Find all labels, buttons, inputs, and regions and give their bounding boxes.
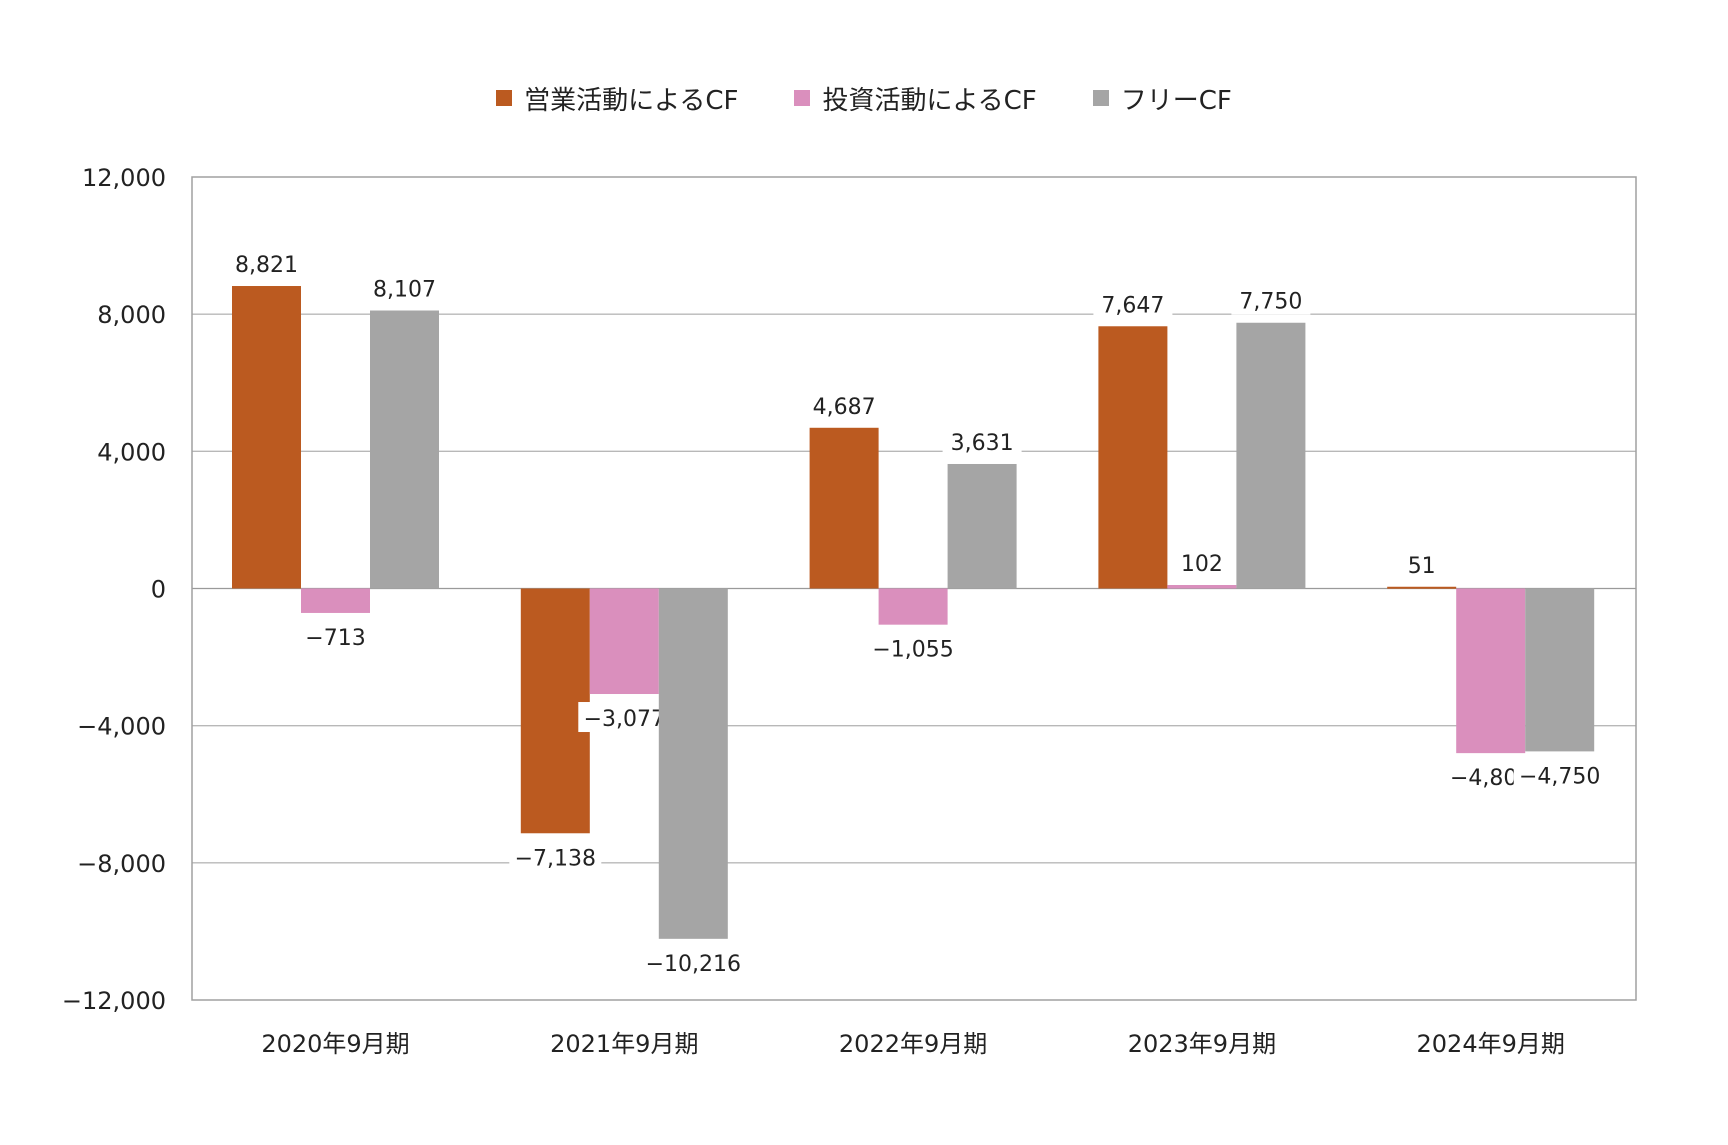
legend-swatch-free-cf bbox=[1092, 90, 1109, 106]
data-label-bg bbox=[640, 946, 746, 977]
data-label-bg bbox=[942, 425, 1022, 456]
data-label: 4,687 bbox=[813, 395, 876, 420]
x-tick-label: 2023年9月期 bbox=[1128, 1030, 1276, 1058]
data-label: −7,138 bbox=[515, 846, 596, 871]
data-label: 3,631 bbox=[951, 431, 1014, 456]
y-tick-label: −12,000 bbox=[62, 987, 166, 1015]
data-label: 102 bbox=[1181, 552, 1223, 577]
data-label-bg bbox=[578, 702, 671, 733]
legend-label-investing-cf: 投資活動によるCF bbox=[822, 85, 1037, 116]
bar bbox=[658, 588, 728, 939]
x-tick-label: 2024年9月期 bbox=[1417, 1030, 1565, 1058]
data-label: 8,107 bbox=[373, 277, 436, 302]
bar bbox=[1167, 585, 1237, 589]
data-label: 7,647 bbox=[1101, 293, 1164, 318]
y-tick-label: 4,000 bbox=[97, 438, 166, 466]
data-label-bg bbox=[227, 248, 306, 279]
data-label: −10,216 bbox=[646, 952, 741, 977]
bar bbox=[1236, 322, 1306, 589]
data-label: −4,750 bbox=[1519, 764, 1600, 789]
x-tick-label: 2021年9月期 bbox=[550, 1030, 698, 1058]
bar bbox=[1098, 326, 1168, 589]
legend-label-operating-cf: 営業活動によるCF bbox=[524, 85, 739, 116]
data-label: 7,750 bbox=[1239, 290, 1302, 315]
y-tick-label: 0 bbox=[151, 576, 166, 604]
data-label-bg bbox=[1175, 547, 1229, 578]
bar bbox=[1456, 588, 1526, 754]
bar bbox=[232, 286, 301, 589]
x-tick-label: 2022年9月期 bbox=[839, 1030, 987, 1058]
data-label-bg bbox=[1231, 284, 1311, 315]
bar bbox=[878, 588, 948, 625]
y-tick-label: −4,000 bbox=[77, 713, 166, 741]
y-tick-label: 8,000 bbox=[97, 301, 166, 329]
data-label: −713 bbox=[305, 626, 365, 651]
bar bbox=[301, 588, 370, 613]
plot-frame bbox=[191, 176, 1637, 1001]
legend-label-free-cf: フリーCF bbox=[1120, 85, 1232, 116]
x-tick-label: 2020年9月期 bbox=[261, 1030, 409, 1058]
data-label-bg bbox=[1513, 759, 1606, 790]
chart-legend: 営業活動によるCF 投資活動によるCF フリーCF bbox=[0, 78, 1728, 118]
bar bbox=[1387, 586, 1457, 589]
data-label-bg bbox=[867, 632, 960, 663]
bar bbox=[370, 310, 439, 589]
bar bbox=[589, 588, 659, 695]
data-label-bg bbox=[365, 272, 444, 303]
bar bbox=[809, 427, 879, 589]
bar bbox=[1525, 588, 1595, 752]
bar bbox=[947, 463, 1017, 589]
legend-item-free-cf: フリーCF bbox=[1092, 80, 1232, 117]
data-label-bg bbox=[302, 620, 369, 651]
data-label-bg bbox=[1093, 288, 1173, 319]
data-label: −1,055 bbox=[872, 638, 953, 663]
legend-swatch-operating-cf bbox=[496, 90, 513, 106]
data-label-bg bbox=[804, 389, 884, 420]
y-tick-label: 12,000 bbox=[82, 164, 166, 192]
legend-swatch-investing-cf bbox=[794, 90, 811, 106]
legend-item-investing-cf: 投資活動によるCF bbox=[794, 80, 1037, 117]
data-label: −3,077 bbox=[584, 707, 665, 732]
legend-item-operating-cf: 営業活動によるCF bbox=[496, 80, 738, 117]
data-label-bg bbox=[1401, 548, 1442, 579]
data-label: 8,821 bbox=[235, 253, 298, 278]
data-label: 51 bbox=[1408, 554, 1436, 579]
y-tick-label: −8,000 bbox=[77, 850, 166, 878]
data-label-bg bbox=[509, 841, 602, 872]
